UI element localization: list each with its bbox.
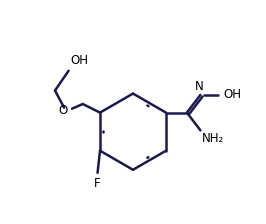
Text: OH: OH xyxy=(70,54,89,67)
Text: O: O xyxy=(58,104,67,117)
Text: N: N xyxy=(195,80,204,93)
Text: F: F xyxy=(94,177,101,190)
Text: NH₂: NH₂ xyxy=(202,132,225,145)
Text: OH: OH xyxy=(223,88,241,101)
